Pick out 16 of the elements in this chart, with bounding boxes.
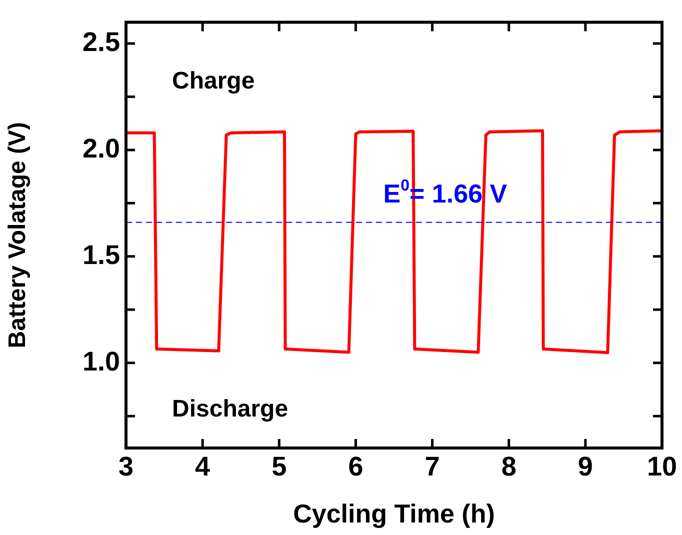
x-tick-label: 7 [424,452,440,482]
x-tick-label: 6 [348,452,364,482]
y-tick-label: 2.5 [82,26,120,57]
x-tick-label: 5 [272,452,287,482]
x-tick-label: 9 [578,452,593,482]
y-tick-label: 1.0 [82,346,120,376]
x-axis-title: Cycling Time (h) [293,498,495,529]
y-tick-label: 2.0 [82,133,120,164]
annotation: Charge [172,67,255,94]
x-tick-label: 8 [501,452,516,482]
x-tick-label: 4 [195,452,210,482]
y-axis-title: Battery Volatage (V) [4,122,32,348]
x-tick-label: 3 [118,452,134,482]
x-tick-label: 10 [646,452,678,482]
y-tick-label: 1.5 [82,240,120,270]
annotation: Discharge [172,395,288,422]
